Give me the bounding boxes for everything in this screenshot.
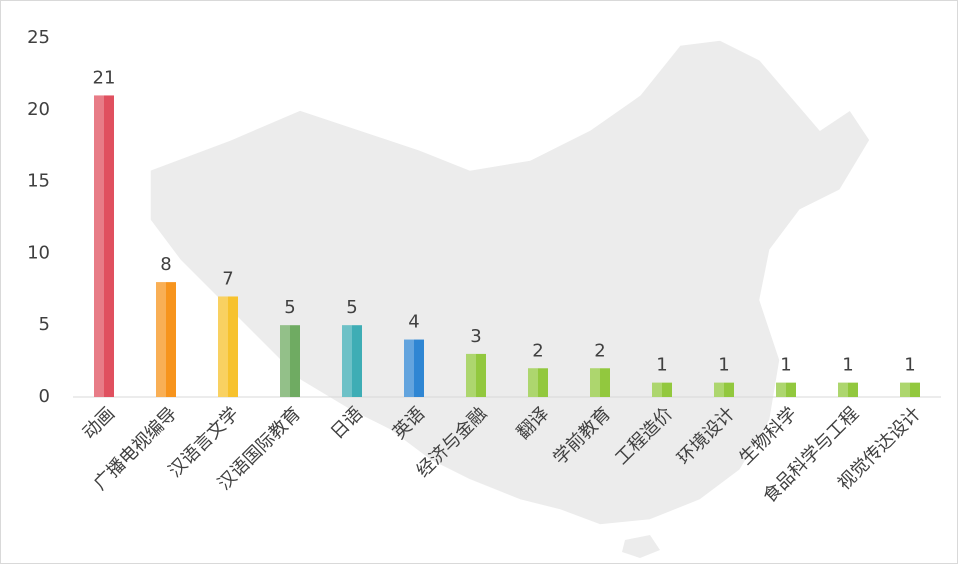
value-label: 1 [842,355,853,376]
bar [342,325,362,397]
y-tick-label: 25 [27,27,50,48]
bar [280,325,300,397]
bar [156,282,176,397]
value-label: 7 [222,268,233,289]
bar-highlight [838,382,848,397]
value-label: 5 [284,297,295,318]
bar [466,353,486,397]
bar [218,296,238,397]
value-label: 4 [408,312,419,333]
bar-highlight [590,368,600,397]
value-label: 1 [656,355,667,376]
value-label: 2 [594,340,605,361]
bar-highlight [404,339,414,397]
value-label: 2 [532,340,543,361]
bar-highlight [94,95,104,397]
bar-highlight [156,282,166,397]
y-tick-label: 15 [27,171,50,192]
value-label: 8 [160,254,171,275]
bar-highlight [900,382,910,397]
value-label: 1 [904,355,915,376]
bar-highlight [280,325,290,397]
y-tick-label: 10 [27,242,50,263]
bar-highlight [342,325,352,397]
value-label: 21 [93,67,116,88]
bar [714,382,734,397]
map-background [149,39,871,526]
y-tick-label: 5 [39,314,50,335]
bar [528,368,548,397]
value-label: 5 [346,297,357,318]
bar-highlight [652,382,662,397]
bar-highlight [776,382,786,397]
bar [404,339,424,397]
y-tick-label: 0 [39,386,50,407]
value-label: 3 [470,326,481,347]
bar [776,382,796,397]
bar-highlight [714,382,724,397]
bar [900,382,920,397]
value-label: 1 [718,355,729,376]
bar [94,95,114,397]
bar-highlight [466,353,476,397]
bar-highlight [218,296,228,397]
bar [652,382,672,397]
value-label: 1 [780,355,791,376]
bar-highlight [528,368,538,397]
map-island [622,535,660,558]
bar [838,382,858,397]
bar [590,368,610,397]
y-tick-label: 20 [27,99,50,120]
